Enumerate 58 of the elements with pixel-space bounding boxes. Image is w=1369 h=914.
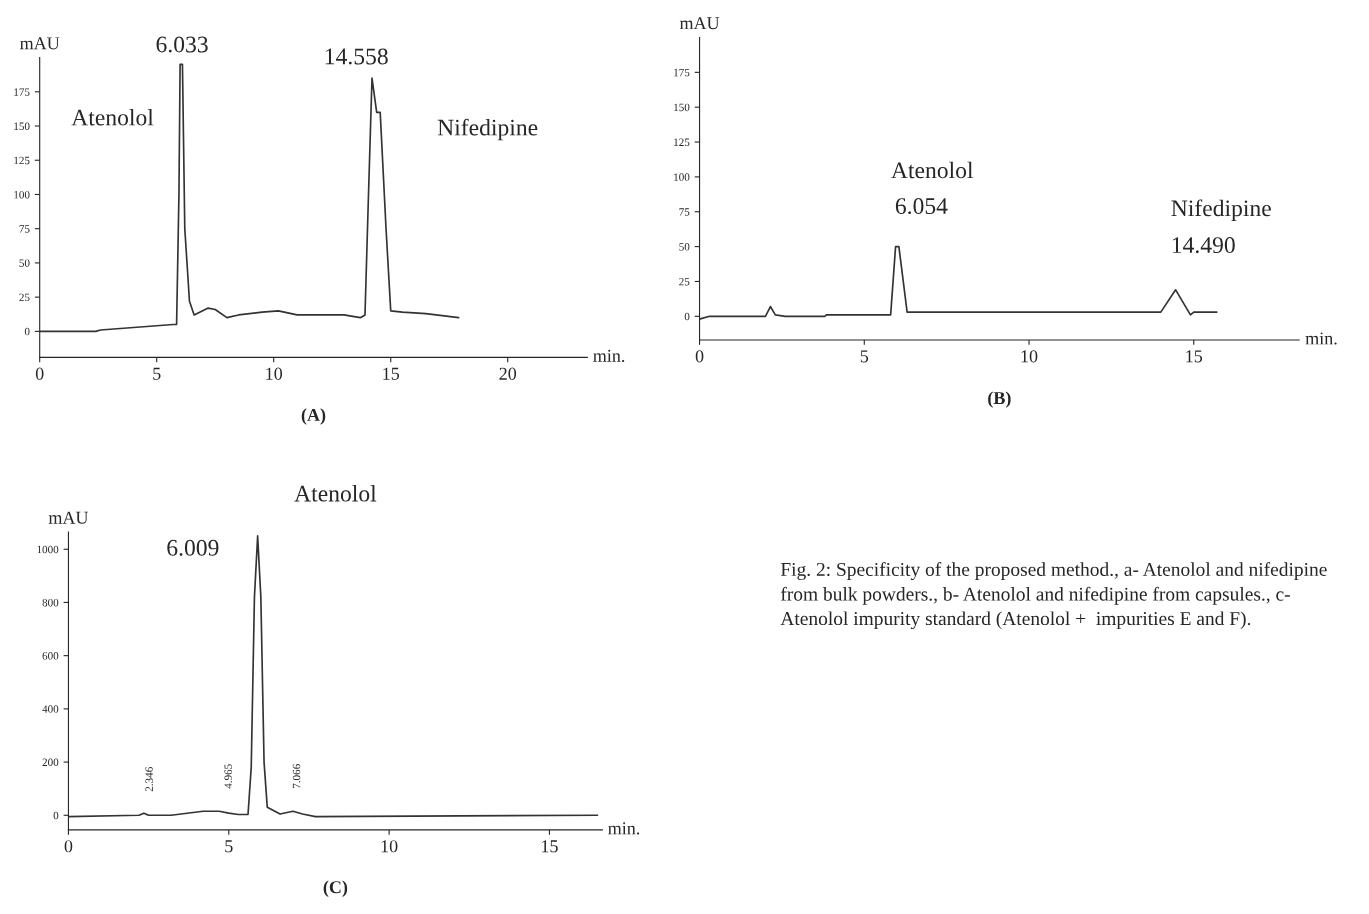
- y-tick-label: 50: [679, 243, 690, 251]
- x-tick-label: 15: [1186, 350, 1203, 363]
- y-tick-label: 0: [53, 811, 59, 820]
- annotation: 6.009: [167, 539, 219, 556]
- y-tick-label: 175: [14, 88, 30, 96]
- caption: Fig. 2: Specificity of the proposed method., a- Atenolol and nifedipine from bulk powders., b- Atenolol and nifedipine from capsules., c- Atenolol impurity standard (Atenolol + impurities E and F).: [780, 562, 1327, 630]
- y-tick-label: 75: [19, 225, 30, 233]
- text: (A): [301, 408, 326, 425]
- y-tick-label: 100: [674, 173, 690, 181]
- y-tick-label: 800: [42, 598, 59, 607]
- x-tick-label: 0: [695, 350, 704, 363]
- x-tick-label: 10: [1021, 350, 1038, 363]
- annotation: 4.965: [224, 764, 232, 789]
- y-tick-label: 400: [42, 705, 59, 713]
- text: (C): [323, 880, 348, 897]
- y-tick-label: 75: [679, 208, 690, 216]
- x-tick-label: 20: [499, 367, 517, 380]
- y-tick-label: 0: [24, 327, 30, 336]
- y-axis-title: mAU: [48, 511, 89, 524]
- y-tick-label: 200: [42, 758, 59, 767]
- y-tick-label: 125: [674, 138, 690, 146]
- y-tick-label: 125: [14, 156, 30, 165]
- y-tick-label: 150: [14, 122, 30, 130]
- x-tick-label: 15: [542, 840, 558, 853]
- x-tick-label: 0: [64, 840, 73, 853]
- annotation: Nifedipine: [1171, 199, 1271, 222]
- x-tick-label: 5: [225, 840, 233, 853]
- y-tick-label: 25: [19, 293, 30, 302]
- annotation: 6.054: [895, 198, 948, 215]
- y-tick-label: 175: [674, 68, 690, 77]
- x-axis-title: min.: [1305, 332, 1337, 345]
- annotation: Atenolol: [891, 161, 974, 179]
- y-tick-label: 100: [14, 190, 30, 199]
- x-axis-title: min.: [608, 822, 640, 835]
- x-tick-label: 5: [860, 350, 869, 363]
- x-axis-title: min.: [593, 349, 625, 362]
- x-tick-label: 10: [266, 367, 283, 380]
- y-tick-label: 150: [674, 103, 690, 112]
- y-tick-label: 25: [679, 277, 690, 286]
- annotation: Nifedipine: [437, 118, 538, 141]
- annotation: 14.558: [325, 48, 388, 65]
- y-tick-label: 0: [684, 312, 690, 321]
- annotation: 2.346: [145, 767, 153, 792]
- annotation: 14.490: [1172, 237, 1235, 254]
- line-series: [68, 535, 599, 818]
- y-tick-label: 600: [42, 652, 59, 660]
- x-tick-label: 10: [381, 840, 398, 853]
- annotation: Atenolol: [71, 108, 154, 126]
- x-tick-label: 15: [383, 367, 400, 380]
- x-tick-label: 5: [153, 367, 161, 380]
- annotation: 7.066: [292, 764, 301, 789]
- y-tick-label: 1000: [37, 545, 59, 554]
- y-axis-title: mAU: [679, 17, 720, 30]
- chart-title: Atenolol: [294, 485, 377, 502]
- y-axis-title: mAU: [20, 37, 60, 50]
- text: 6.033: [156, 36, 208, 53]
- text: (B): [988, 391, 1011, 408]
- y-tick-label: 50: [19, 259, 30, 267]
